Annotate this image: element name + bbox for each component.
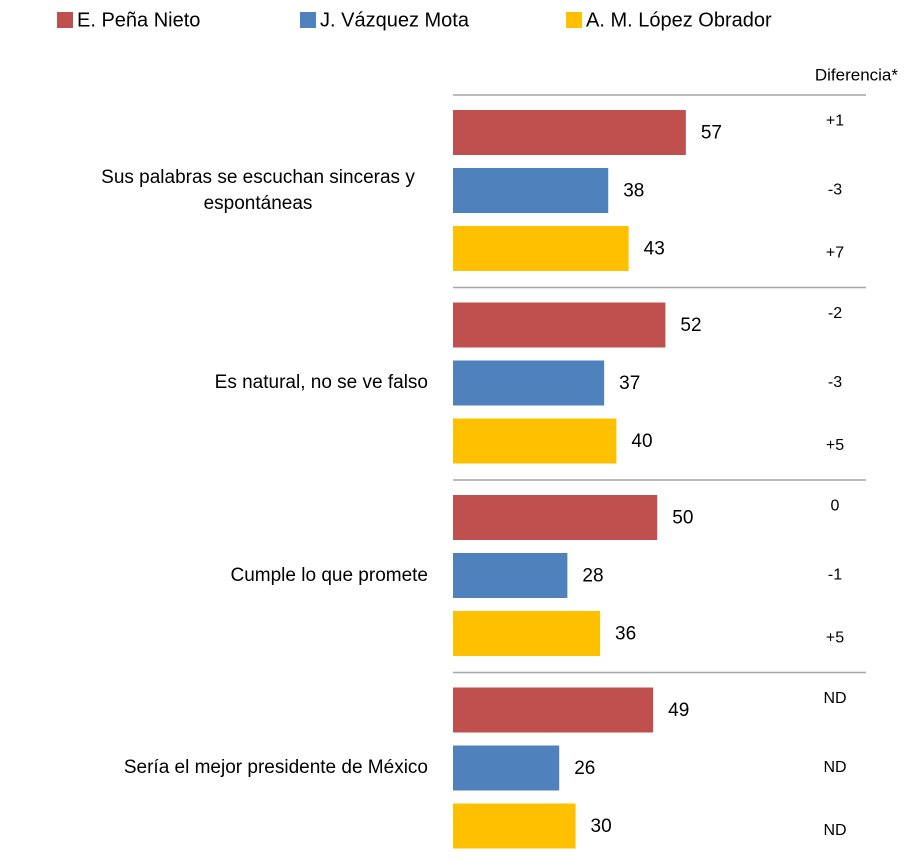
value-label: 30 <box>591 816 612 837</box>
category-label: Cumple lo que promete <box>230 564 429 586</box>
difference-label: +5 <box>826 437 844 454</box>
category-label: Sus palabras se escuchan sinceras y espo… <box>101 166 415 214</box>
bar <box>453 110 686 155</box>
difference-label: -3 <box>828 182 842 199</box>
difference-header: Diferencia* <box>815 65 899 84</box>
difference-label: +1 <box>826 113 844 130</box>
legend-swatch <box>566 12 582 28</box>
value-label: 52 <box>680 315 701 336</box>
difference-label: +7 <box>826 245 844 262</box>
bar <box>453 226 629 271</box>
difference-label: -1 <box>828 567 842 584</box>
difference-label: ND <box>823 822 846 839</box>
difference-label: ND <box>823 759 846 776</box>
bar <box>453 803 576 849</box>
bar <box>453 418 617 464</box>
legend-swatch <box>300 12 316 28</box>
bar <box>453 745 560 791</box>
difference-label: ND <box>823 690 846 707</box>
bar <box>453 687 654 733</box>
legend-label: A. M. López Obrador <box>586 9 772 31</box>
bar <box>453 168 609 213</box>
value-label: 36 <box>615 624 636 645</box>
bar <box>453 611 601 656</box>
bar <box>453 302 666 348</box>
value-label: 57 <box>701 123 722 144</box>
difference-label: 0 <box>831 498 840 515</box>
difference-label: -3 <box>828 374 842 391</box>
legend-label: J. Vázquez Mota <box>320 9 470 31</box>
value-label: 28 <box>582 566 603 587</box>
bar <box>453 553 568 598</box>
category-label: Es natural, no se ve falso <box>214 372 428 393</box>
difference-label: +5 <box>826 630 844 647</box>
value-label: 49 <box>668 700 689 721</box>
value-label: 43 <box>644 239 665 260</box>
legend-swatch <box>57 12 73 28</box>
bar <box>453 360 605 406</box>
value-label: 26 <box>574 758 595 779</box>
value-label: 50 <box>672 508 693 529</box>
difference-label: -2 <box>828 305 842 322</box>
value-label: 40 <box>631 431 652 452</box>
value-label: 37 <box>619 373 640 394</box>
legend-label: E. Peña Nieto <box>77 9 200 31</box>
value-label: 38 <box>623 181 644 202</box>
bar <box>453 495 658 540</box>
category-label: Sería el mejor presidente de México <box>123 757 428 778</box>
